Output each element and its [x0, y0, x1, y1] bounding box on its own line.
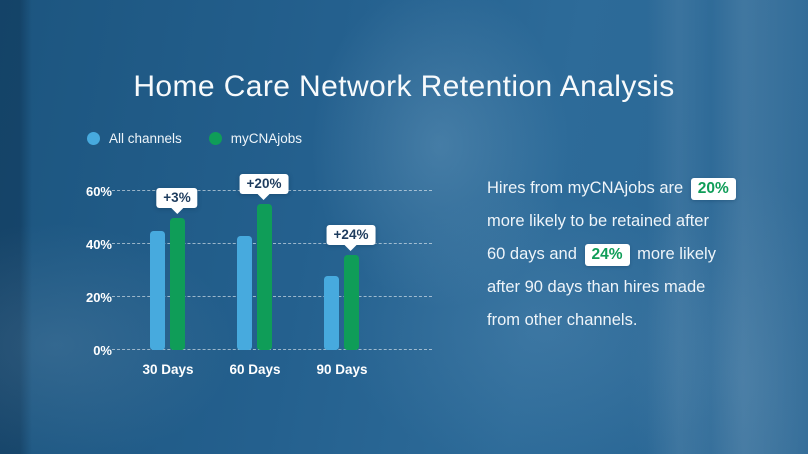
highlight-badge: 20%	[690, 178, 736, 200]
insight-text-segment: Hires from myCNAjobs are	[487, 179, 688, 197]
x-axis-label: 90 Days	[316, 362, 368, 377]
y-axis-label: 40%	[85, 237, 112, 253]
legend-item-label: All channels	[109, 131, 182, 146]
insight-line: more likely to be retained after	[487, 205, 747, 238]
y-axis-label: 0%	[93, 343, 112, 358]
insight-line: 60 days and 24% more likely	[487, 238, 747, 271]
insight-text: Hires from myCNAjobs are 20% more likely …	[487, 172, 747, 337]
y-axis-label: 60%	[85, 184, 112, 200]
insight-text-segment: 60 days and	[487, 245, 582, 263]
legend-dot-icon	[208, 132, 222, 145]
gridline	[112, 296, 432, 298]
bar-mycnajobs	[344, 254, 359, 350]
retention-bar-chart: 0% 20% 40% 60% +3% +20% +24% 30 Days 60 Days 90 …	[80, 174, 445, 390]
chart-plot: 0% 20% 40% 60% +3% +20% +24%	[86, 174, 432, 358]
diff-callout: +24%	[326, 224, 376, 251]
diff-callout: +3%	[156, 187, 198, 214]
insight-text-segment: after 90 days than hires made	[487, 278, 706, 296]
insight-line: after 90 days than hires made	[487, 271, 747, 304]
diff-callout: +20%	[239, 174, 289, 201]
page-title: Home Care Network Retention Analysis	[133, 70, 675, 104]
insight-text-segment: more likely to be retained after	[487, 212, 709, 230]
bar-all-channels	[237, 236, 252, 350]
bar-mycnajobs	[170, 217, 185, 350]
bar-group: +24%	[324, 178, 376, 350]
x-axis-label: 30 Days	[142, 362, 194, 377]
legend-item-label: myCNAjobs	[230, 131, 303, 146]
highlight-badge: 24%	[584, 244, 630, 266]
insight-line: Hires from myCNAjobs are 20%	[487, 172, 747, 205]
x-axis-label: 60 Days	[229, 362, 281, 377]
bar-mycnajobs	[257, 204, 272, 350]
bar-all-channels	[324, 275, 339, 350]
bar-all-channels	[150, 230, 165, 350]
bar-group: +20%	[237, 174, 289, 350]
legend-item: myCNAjobs	[208, 131, 303, 146]
gridline	[112, 349, 432, 350]
insight-text-segment: from other channels.	[487, 311, 638, 329]
insight-line: from other channels.	[487, 304, 747, 337]
chart-legend: All channels myCNAjobs	[87, 131, 302, 146]
gridline	[112, 243, 432, 245]
legend-item: All channels	[87, 131, 182, 146]
y-axis-label: 20%	[85, 290, 112, 306]
insight-text-segment: more likely	[632, 245, 716, 263]
legend-dot-icon	[87, 132, 100, 145]
bar-group: +3%	[150, 178, 198, 350]
